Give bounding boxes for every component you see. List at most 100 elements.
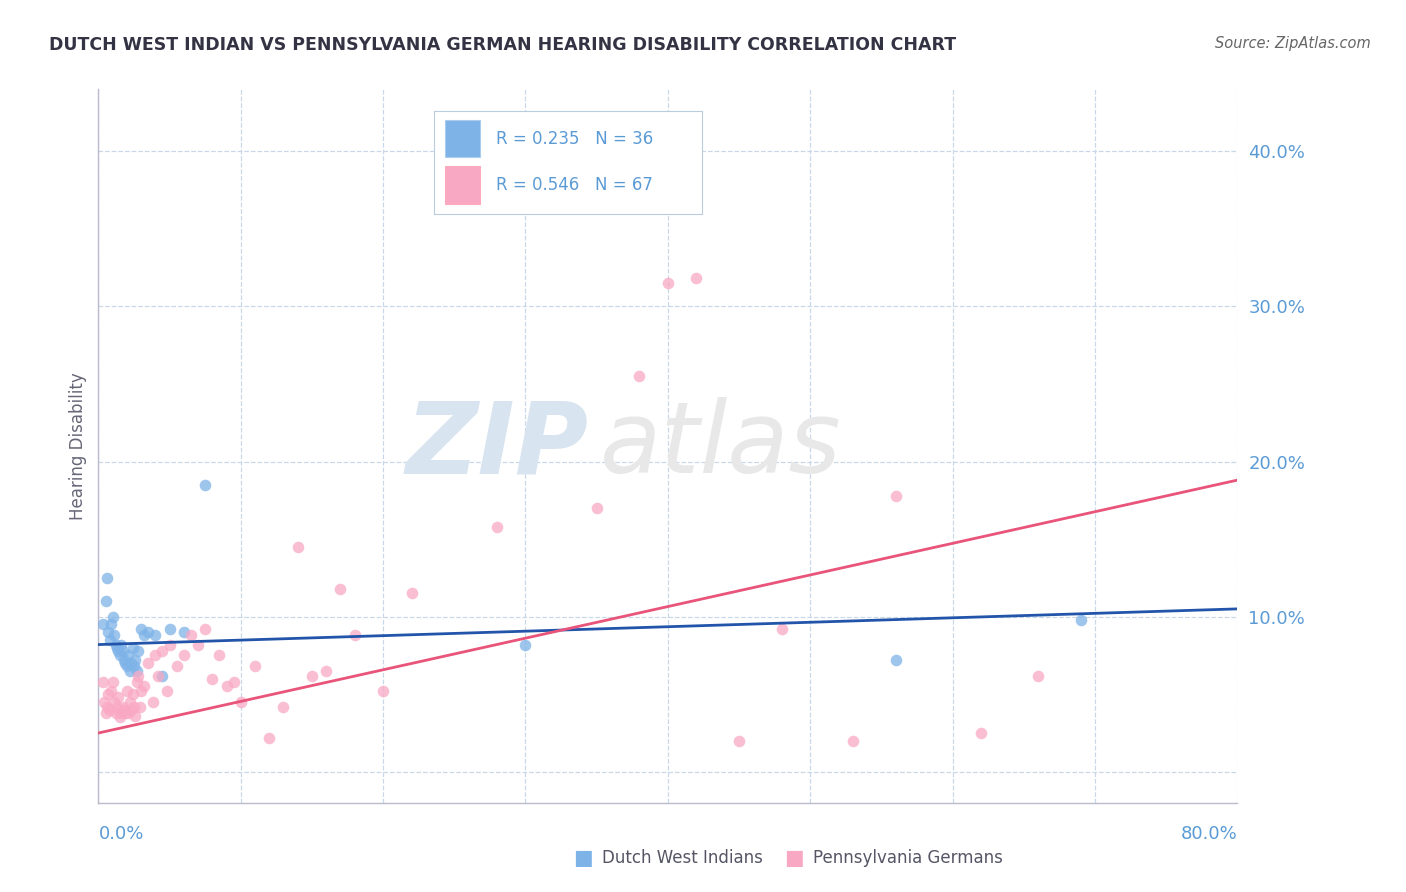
Point	[114, 656, 136, 670]
Point	[104, 638, 127, 652]
Point	[110, 706, 132, 720]
Point	[215, 680, 238, 694]
Point	[91, 617, 114, 632]
Point	[884, 653, 907, 667]
Point	[101, 609, 124, 624]
Point	[122, 699, 145, 714]
Point	[373, 684, 395, 698]
Point	[329, 582, 352, 596]
Point	[970, 726, 993, 740]
Point	[117, 706, 139, 720]
Point	[1070, 613, 1092, 627]
Text: ZIP: ZIP	[405, 398, 588, 494]
Point	[159, 638, 181, 652]
Point	[100, 684, 122, 698]
Point	[201, 672, 224, 686]
Point	[132, 680, 155, 694]
Point	[98, 703, 121, 717]
Point	[141, 695, 163, 709]
Text: DUTCH WEST INDIAN VS PENNSYLVANIA GERMAN HEARING DISABILITY CORRELATION CHART: DUTCH WEST INDIAN VS PENNSYLVANIA GERMAN…	[49, 36, 956, 54]
Point	[127, 668, 149, 682]
Point	[152, 644, 174, 658]
Point	[93, 695, 115, 709]
Point	[343, 628, 366, 642]
Point	[98, 632, 121, 647]
Point	[136, 625, 159, 640]
Point	[152, 668, 174, 682]
Text: 80.0%: 80.0%	[1181, 825, 1237, 843]
Point	[105, 699, 128, 714]
Point	[770, 622, 793, 636]
Point	[884, 489, 907, 503]
Point	[103, 695, 125, 709]
Point	[118, 664, 141, 678]
Point	[243, 659, 266, 673]
Point	[120, 656, 142, 670]
Text: atlas: atlas	[599, 398, 841, 494]
Point	[273, 699, 295, 714]
Point	[115, 684, 138, 698]
Point	[585, 501, 607, 516]
Point	[315, 664, 337, 678]
Point	[97, 625, 120, 640]
Point	[96, 699, 118, 714]
Point	[115, 659, 138, 673]
Point	[842, 733, 865, 747]
Point	[121, 640, 143, 655]
Point	[124, 709, 146, 723]
Point	[728, 733, 751, 747]
Point	[194, 477, 217, 491]
Point	[301, 668, 323, 682]
Point	[486, 519, 509, 533]
Point	[104, 706, 127, 720]
Point	[108, 648, 131, 663]
Point	[125, 664, 148, 678]
Point	[259, 731, 281, 745]
Point	[96, 571, 118, 585]
Point	[128, 699, 150, 714]
Point	[145, 648, 167, 663]
Point	[657, 276, 679, 290]
Point	[127, 644, 149, 658]
Text: Source: ZipAtlas.com: Source: ZipAtlas.com	[1215, 36, 1371, 51]
Point	[145, 628, 167, 642]
Text: ■: ■	[785, 848, 804, 868]
Point	[148, 668, 170, 682]
Point	[100, 617, 122, 632]
Point	[156, 684, 179, 698]
Point	[515, 638, 537, 652]
Point	[111, 644, 134, 658]
Point	[105, 640, 128, 655]
Point	[108, 710, 131, 724]
Point	[107, 644, 129, 658]
Point	[110, 638, 132, 652]
Point	[194, 622, 217, 636]
Point	[173, 648, 195, 663]
Point	[132, 628, 155, 642]
Point	[187, 638, 209, 652]
Point	[107, 690, 129, 705]
Point	[129, 622, 152, 636]
Text: Dutch West Indians: Dutch West Indians	[602, 849, 762, 867]
Point	[111, 699, 134, 714]
Point	[122, 659, 145, 673]
Point	[112, 703, 135, 717]
Point	[94, 594, 117, 608]
Point	[103, 628, 125, 642]
Point	[159, 622, 181, 636]
Point	[628, 369, 651, 384]
Point	[101, 674, 124, 689]
Point	[401, 586, 423, 600]
Text: ■: ■	[574, 848, 593, 868]
Point	[208, 648, 231, 663]
Point	[180, 628, 202, 642]
Point	[118, 695, 141, 709]
Point	[117, 648, 139, 663]
Point	[91, 674, 114, 689]
Point	[222, 674, 245, 689]
Point	[287, 540, 309, 554]
Point	[685, 271, 707, 285]
Point	[1026, 668, 1049, 682]
Point	[166, 659, 188, 673]
Point	[97, 687, 120, 701]
